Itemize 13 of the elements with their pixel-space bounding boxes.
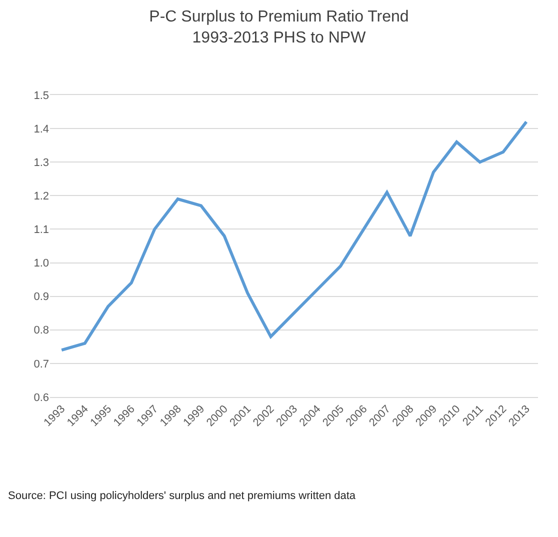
chart-title: P-C Surplus to Premium Ratio Trend 1993-2013 PHS to NPW <box>149 8 409 46</box>
y-tick-label: 0.6 <box>34 392 49 404</box>
y-tick-label: 1.0 <box>34 258 49 270</box>
y-tick-label: 1.1 <box>34 224 49 236</box>
y-tick-label: 1.5 <box>34 90 49 102</box>
y-tick-label: 1.3 <box>34 156 49 169</box>
y-tick-label: 1.4 <box>34 123 49 136</box>
y-tick-label: 0.7 <box>34 358 49 370</box>
y-tick-label: 0.8 <box>34 324 49 337</box>
y-tick-label: 1.2 <box>34 190 49 203</box>
y-tick-label: 0.9 <box>34 291 49 304</box>
line-series <box>60 120 528 352</box>
source-note: Source: PCI using policyholders' surplus and net premiums written data <box>8 490 356 502</box>
